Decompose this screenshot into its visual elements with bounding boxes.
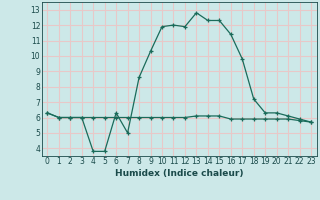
- X-axis label: Humidex (Indice chaleur): Humidex (Indice chaleur): [115, 169, 244, 178]
